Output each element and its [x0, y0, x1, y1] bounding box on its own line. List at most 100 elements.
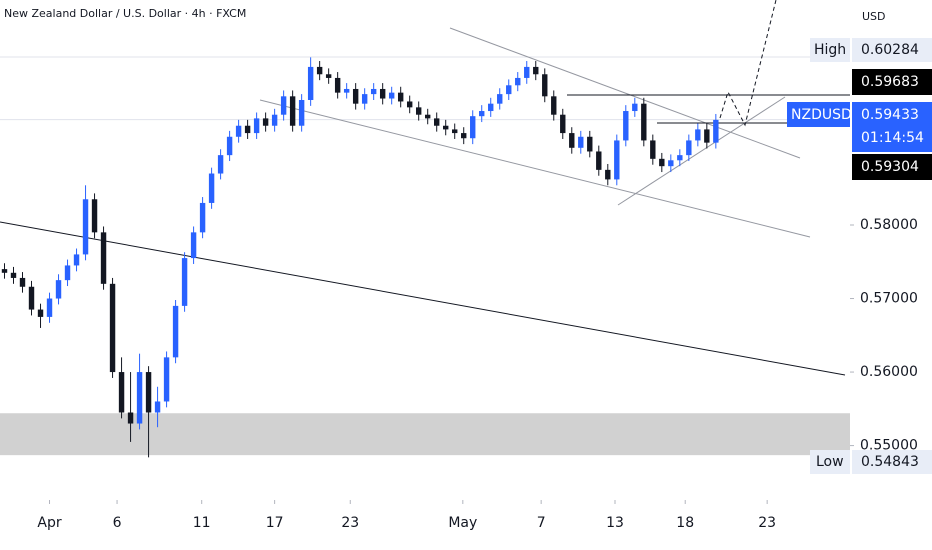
candle-body: [434, 118, 440, 126]
candle-body: [334, 77, 341, 93]
channel-line: [449, 27, 801, 159]
candle-body: [100, 232, 107, 284]
candle-body: [596, 151, 602, 170]
candle-body: [686, 140, 692, 156]
y-tick-label: 0.57000: [860, 291, 918, 307]
candle-body: [307, 66, 314, 100]
x-tick-label: May: [448, 515, 477, 531]
candle-body: [668, 160, 674, 167]
candle-body: [695, 129, 701, 141]
candle-body: [19, 277, 26, 287]
candle-body: [578, 136, 584, 148]
candle-body: [488, 103, 494, 112]
candle-body: [208, 173, 215, 203]
candle-body: [533, 66, 539, 75]
candle-body: [443, 125, 449, 130]
support-line: [617, 96, 786, 206]
x-tick-label: 17: [266, 515, 284, 531]
candle-body: [10, 272, 17, 278]
demand-zone: [0, 413, 850, 456]
candle-body: [542, 74, 548, 97]
candle-body: [659, 158, 665, 167]
high-name-box: [810, 38, 850, 62]
candle-body: [1, 269, 8, 273]
candle-body: [632, 103, 638, 112]
candle-body: [704, 129, 710, 143]
candle-body: [226, 136, 233, 156]
candle-body: [145, 372, 152, 413]
candle-body: [82, 199, 89, 255]
price-box: [852, 69, 932, 95]
candle-body: [64, 265, 71, 281]
candle-body: [127, 412, 134, 424]
candle-body: [641, 103, 647, 141]
candle-body: [280, 96, 287, 115]
candle-body: [352, 88, 359, 104]
x-tick-label: 11: [193, 515, 211, 531]
price-label: 0.59304: [861, 159, 919, 175]
candle-body: [271, 114, 278, 126]
candle-body: [425, 114, 431, 119]
x-tick-label: Apr: [37, 515, 61, 531]
low-name: Low: [816, 454, 844, 470]
x-tick-label: 6: [113, 515, 122, 531]
candle-body: [524, 66, 530, 78]
currency: USD: [862, 10, 886, 23]
candle-body: [713, 119, 719, 143]
candle-body: [397, 92, 404, 102]
candle-body: [244, 125, 251, 134]
candle-body: [325, 74, 332, 78]
candle-body: [298, 100, 305, 126]
last-price-box: [852, 102, 932, 152]
x-tick-label: 13: [606, 515, 624, 531]
trend-line: [0, 221, 846, 376]
candle-body: [316, 66, 323, 75]
candle-body: [650, 140, 656, 159]
high-box: [852, 38, 932, 62]
candle-body: [109, 283, 116, 373]
candle-body: [163, 357, 170, 402]
candle-body: [569, 133, 575, 148]
x-tick-label: 23: [341, 515, 359, 531]
y-tick-label: 0.56000: [860, 364, 918, 380]
candle-body: [370, 88, 377, 95]
price-box: [852, 154, 932, 180]
projection: [719, 0, 777, 127]
channel-line: [259, 99, 811, 238]
candle-body: [605, 169, 611, 180]
candle-body: [623, 111, 629, 141]
low-name-box: [810, 450, 850, 474]
candle-body: [551, 96, 557, 115]
candle-body: [452, 129, 458, 134]
candle-body: [560, 114, 566, 134]
low-label: 0.54843: [861, 454, 919, 470]
symbol: NZDUSD: [791, 107, 852, 123]
candle-body: [172, 305, 179, 358]
x-tick-label: 23: [758, 515, 776, 531]
candle-body: [136, 372, 143, 424]
high-name: High: [814, 42, 846, 58]
high-label: 0.60284: [861, 42, 919, 58]
candle-body: [388, 92, 395, 99]
candle-body: [37, 309, 44, 317]
candle-body: [506, 85, 512, 95]
drawings: [0, 0, 850, 376]
x-tick-label: 7: [537, 515, 546, 531]
candle-body: [289, 96, 296, 126]
candle-body: [46, 298, 53, 317]
candle-body: [497, 94, 503, 104]
candle-body: [91, 199, 98, 233]
candle-body: [361, 94, 368, 104]
candle-body: [461, 133, 467, 139]
x-tick-label: 18: [676, 515, 694, 531]
candle-body: [73, 254, 80, 266]
candle-body: [479, 111, 485, 117]
candle-body: [406, 101, 413, 108]
candle-body: [253, 118, 260, 134]
candle-body: [470, 116, 476, 139]
candle-body: [28, 286, 35, 310]
candle-body: [262, 118, 269, 126]
candle-body: [190, 232, 197, 259]
last-price: 0.59433: [861, 107, 919, 123]
